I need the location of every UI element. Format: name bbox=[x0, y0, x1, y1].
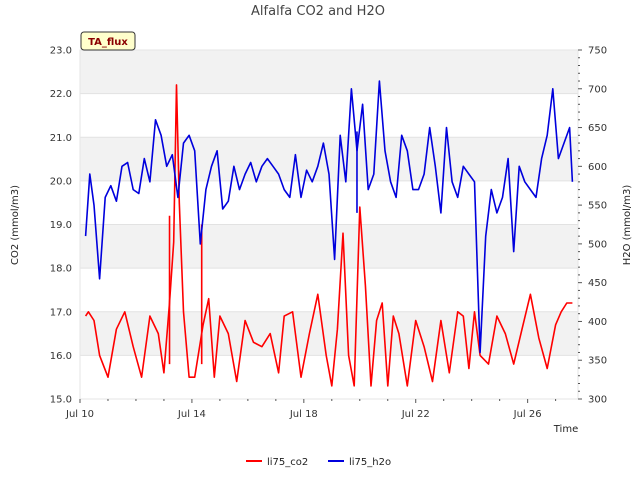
x-tick-label: Jul 14 bbox=[177, 409, 206, 420]
x-axis-label: Time bbox=[553, 424, 578, 435]
right-axis-ticks: 300 350 400 450 500 550 600 650 700 750 bbox=[578, 46, 607, 406]
y-right-tick-label: 650 bbox=[588, 123, 607, 134]
legend-label-h2o: li75_h2o bbox=[349, 457, 391, 468]
x-axis-ticks: Jul 10 Jul 14 Jul 18 Jul 22 Jul 26 bbox=[65, 399, 557, 420]
y-left-tick-label: 17.0 bbox=[50, 307, 72, 318]
grid-band bbox=[80, 50, 578, 94]
plot-frame bbox=[79, 49, 579, 400]
y-right-tick-label: 300 bbox=[588, 395, 607, 406]
y-right-tick-label: 600 bbox=[588, 162, 607, 173]
y-left-tick-label: 21.0 bbox=[50, 133, 72, 144]
series-layer bbox=[84, 80, 574, 387]
y-right-tick-label: 500 bbox=[588, 239, 607, 250]
ta-flux-badge: TA_flux bbox=[80, 31, 136, 51]
legend-label-co2: li75_co2 bbox=[267, 457, 308, 468]
y-right-tick-label: 450 bbox=[588, 278, 607, 289]
y-left-tick-label: 15.0 bbox=[50, 395, 72, 406]
ta-flux-badge-label: TA_flux bbox=[88, 37, 128, 48]
y-left-tick-label: 22.0 bbox=[50, 89, 72, 100]
y-left-tick-label: 23.0 bbox=[50, 46, 72, 57]
y-right-tick-label: 750 bbox=[588, 46, 607, 57]
left-axis-ticks: 15.0 16.0 17.0 18.0 19.0 20.0 21.0 22.0 23.0 bbox=[50, 46, 72, 406]
y-right-tick-label: 350 bbox=[588, 356, 607, 367]
background-bands bbox=[80, 50, 578, 356]
y-axis-label-right: H2O (mmol/m3) bbox=[622, 185, 633, 266]
grid-band bbox=[80, 311, 578, 356]
y-axis-label-left: CO2 (mmol/m3) bbox=[10, 185, 21, 265]
chart-title: Alfalfa CO2 and H2O bbox=[251, 4, 385, 19]
x-tick-label: Jul 22 bbox=[401, 409, 430, 420]
y-left-tick-label: 18.0 bbox=[50, 264, 72, 275]
y-left-tick-label: 16.0 bbox=[50, 351, 72, 362]
series-line-li75_h2o bbox=[84, 80, 574, 354]
grid-band bbox=[80, 224, 578, 269]
y-right-tick-label: 550 bbox=[588, 201, 607, 212]
legend: li75_co2 li75_h2o bbox=[246, 457, 391, 468]
y-left-tick-label: 19.0 bbox=[50, 220, 72, 231]
y-left-tick-label: 20.0 bbox=[50, 176, 72, 187]
x-tick-label: Jul 18 bbox=[289, 409, 318, 420]
y-right-tick-label: 400 bbox=[588, 317, 607, 328]
x-tick-label: Jul 10 bbox=[65, 409, 94, 420]
y-right-tick-label: 700 bbox=[588, 84, 607, 95]
x-tick-label: Jul 26 bbox=[513, 409, 542, 420]
series-line-li75_co2 bbox=[84, 84, 573, 387]
